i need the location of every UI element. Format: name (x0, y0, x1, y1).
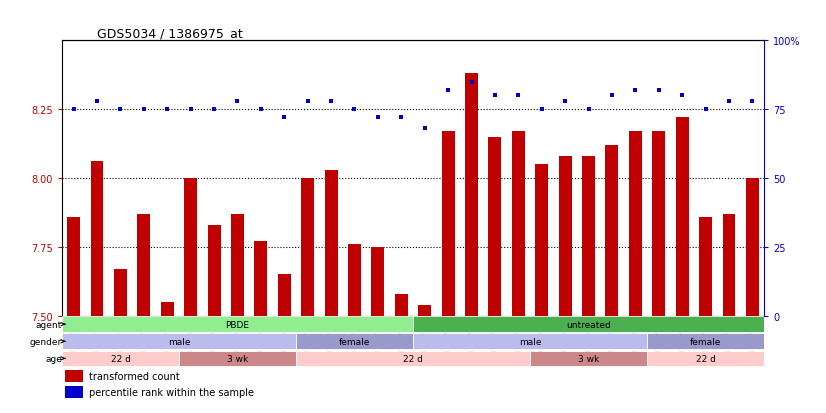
Bar (114, 269, 127, 316)
Point (652, 88, 665, 94)
Text: 22 d: 22 d (403, 354, 423, 363)
Text: percentile rank within the sample: percentile rank within the sample (88, 387, 254, 397)
Point (629, 88, 642, 94)
Point (137, 107, 150, 113)
FancyBboxPatch shape (530, 351, 647, 366)
Bar (91, 162, 103, 316)
Text: 3 wk: 3 wk (227, 354, 248, 363)
Text: age: age (45, 354, 62, 363)
FancyBboxPatch shape (179, 351, 296, 366)
Text: agent: agent (36, 320, 62, 329)
Bar (629, 132, 642, 316)
Text: male: male (519, 337, 541, 346)
Point (465, 79, 478, 86)
Bar (137, 214, 150, 316)
Text: PBDE: PBDE (225, 320, 249, 329)
Point (441, 88, 454, 94)
Bar (488, 138, 501, 316)
Bar (348, 244, 361, 316)
Bar (746, 178, 759, 316)
Bar (325, 170, 338, 316)
Bar (699, 217, 712, 316)
Bar (301, 178, 314, 316)
FancyBboxPatch shape (296, 334, 413, 349)
Point (535, 107, 548, 113)
Point (301, 98, 314, 105)
Point (395, 115, 408, 121)
Point (254, 107, 268, 113)
Bar (65, 386, 83, 398)
FancyBboxPatch shape (647, 334, 764, 349)
FancyBboxPatch shape (62, 334, 296, 349)
Point (278, 115, 291, 121)
Bar (207, 225, 221, 316)
Bar (653, 132, 665, 316)
Point (418, 126, 431, 133)
Text: untreated: untreated (566, 320, 611, 329)
Bar (558, 157, 572, 316)
Point (676, 93, 689, 100)
Point (605, 93, 619, 100)
Text: female: female (339, 337, 370, 346)
Bar (254, 242, 268, 316)
Point (325, 98, 338, 105)
Text: gender: gender (30, 337, 62, 346)
Bar (231, 214, 244, 316)
Text: male: male (168, 337, 190, 346)
Point (699, 107, 712, 113)
Bar (582, 157, 595, 316)
Bar (278, 275, 291, 316)
Point (230, 98, 244, 105)
Text: 22 d: 22 d (695, 354, 715, 363)
Bar (723, 214, 735, 316)
Bar (442, 132, 454, 316)
FancyBboxPatch shape (413, 316, 764, 332)
Bar (161, 302, 173, 316)
Point (558, 98, 572, 105)
Point (746, 98, 759, 105)
Point (67, 107, 80, 113)
Text: 22 d: 22 d (111, 354, 131, 363)
Bar (372, 247, 384, 316)
Bar (512, 132, 525, 316)
Point (184, 107, 197, 113)
Bar (67, 217, 80, 316)
Point (582, 107, 595, 113)
Point (348, 107, 361, 113)
Text: 3 wk: 3 wk (578, 354, 599, 363)
Text: GDS5034 / 1386975_at: GDS5034 / 1386975_at (97, 27, 243, 40)
Text: transformed count: transformed count (88, 371, 179, 382)
Point (207, 107, 221, 113)
Bar (605, 146, 619, 316)
FancyBboxPatch shape (296, 351, 530, 366)
Bar (535, 165, 548, 316)
Point (114, 107, 127, 113)
Bar (65, 370, 83, 382)
Bar (465, 74, 478, 316)
Bar (395, 294, 408, 316)
FancyBboxPatch shape (62, 351, 179, 366)
FancyBboxPatch shape (647, 351, 764, 366)
Point (90, 98, 104, 105)
Bar (676, 118, 689, 316)
Point (372, 115, 385, 121)
Point (722, 98, 735, 105)
FancyBboxPatch shape (62, 316, 413, 332)
Point (488, 93, 501, 100)
Text: female: female (690, 337, 721, 346)
FancyBboxPatch shape (413, 334, 647, 349)
Point (511, 93, 525, 100)
Bar (418, 305, 431, 316)
Point (160, 107, 173, 113)
Bar (184, 178, 197, 316)
